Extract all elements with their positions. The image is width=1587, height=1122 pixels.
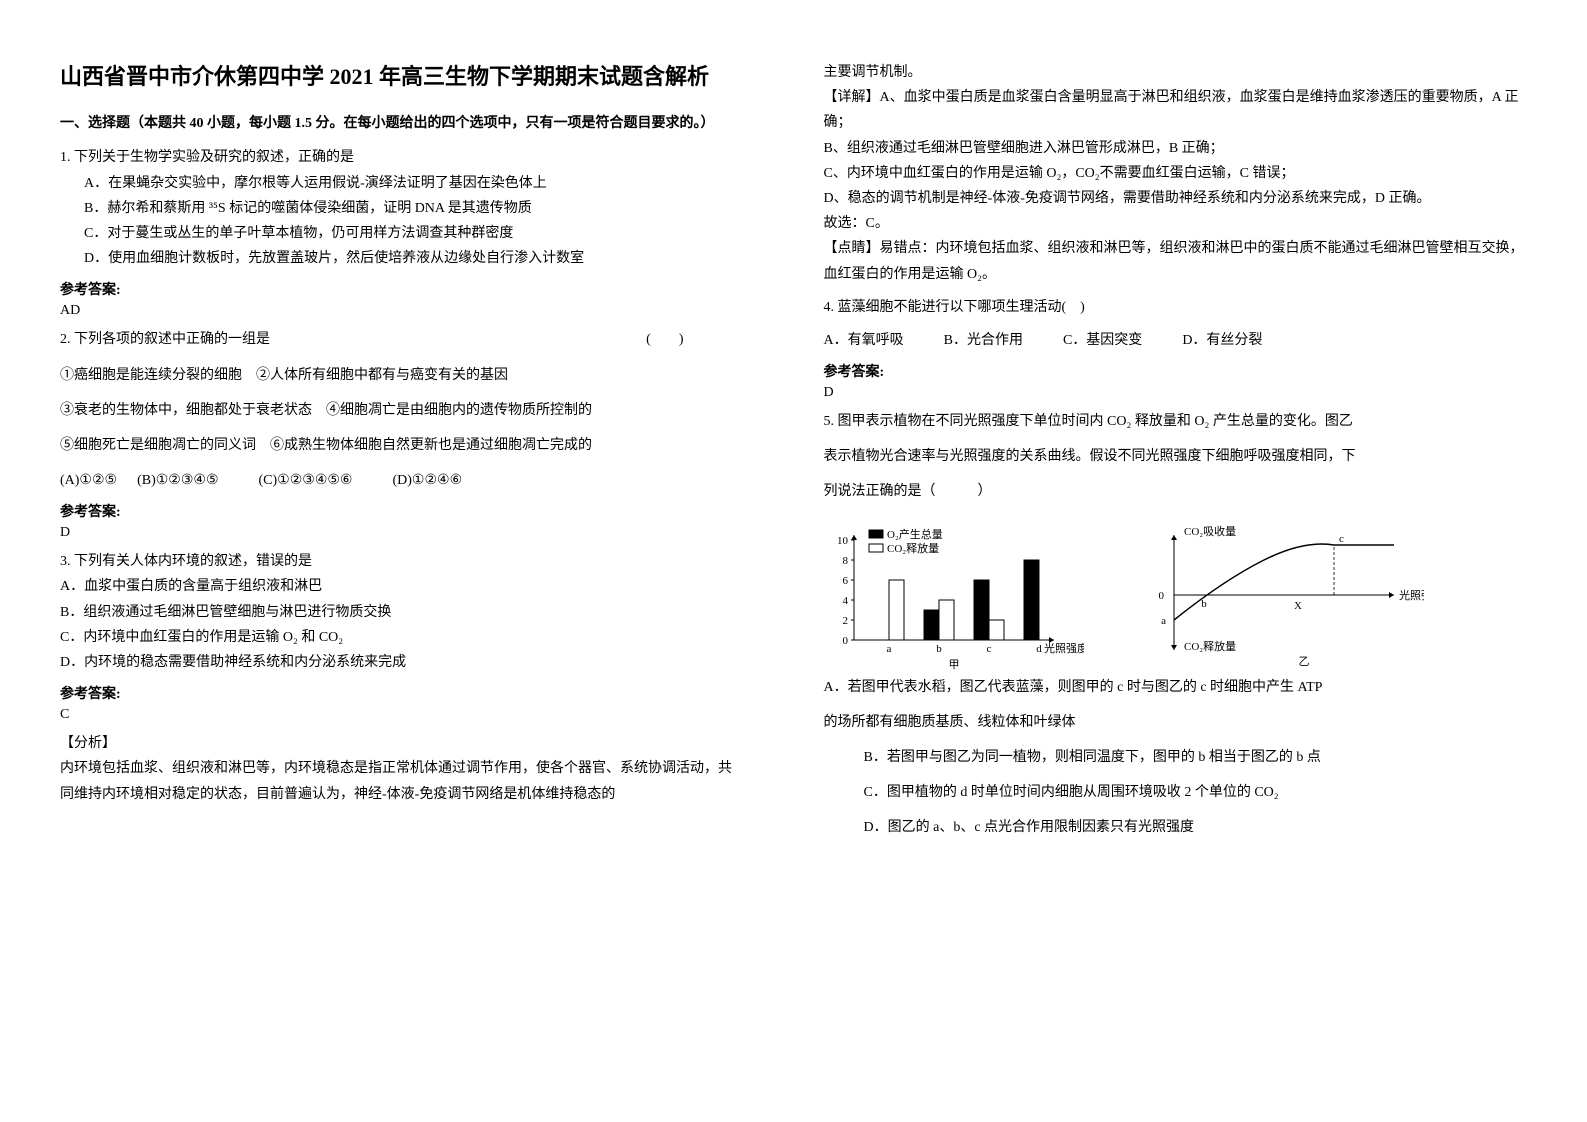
chart-container: 0246810abcd光照强度O₂产生总量CO₂释放量甲 abc0CO₂吸收量C…	[824, 520, 1528, 660]
svg-text:X: X	[1294, 600, 1302, 612]
q2-optD: (D)①②④⑥	[392, 468, 462, 493]
q3-continue: 主要调节机制。	[824, 60, 1528, 85]
q2-paren: ( )	[646, 327, 743, 352]
svg-text:b: b	[936, 643, 942, 655]
q2-stem: 2. 下列各项的叙述中正确的一组是	[60, 327, 270, 352]
svg-text:2: 2	[842, 615, 848, 627]
svg-text:10: 10	[837, 535, 849, 547]
svg-text:a: a	[886, 643, 891, 655]
right-column: 主要调节机制。 【详解】A、血浆中蛋白质是血浆蛋白含量明显高于淋巴和组织液，血浆…	[794, 0, 1587, 1122]
q3-point: 易错点：内环境包括血浆、组织液和淋巴等，组织液和淋巴中的蛋白质不能通过毛细淋巴管…	[824, 241, 1524, 281]
svg-text:a: a	[1161, 615, 1166, 627]
q3-choose: 故选：C。	[824, 211, 1528, 236]
page-title: 山西省晋中市介休第四中学 2021 年高三生物下学期期末试题含解析	[60, 60, 744, 93]
q3-detailC: C、内环境中血红蛋白的作用是运输 O₂，CO₂不需要血红蛋白运输，C 错误；	[824, 161, 1528, 186]
q4-optC: C．基因突变	[1063, 328, 1142, 353]
svg-text:光照强度: 光照强度	[1399, 588, 1424, 602]
q5-optB: B．若图甲与图乙为同一植物，则相同温度下，图甲的 b 相当于图乙的 b 点	[824, 745, 1528, 770]
question-2: 2. 下列各项的叙述中正确的一组是 ( ) ①癌细胞是能连续分裂的细胞 ②人体所…	[60, 327, 744, 493]
question-5: 5. 图甲表示植物在不同光照强度下单位时间内 CO₂ 释放量和 O₂ 产生总量的…	[824, 409, 1528, 505]
q3-optD: D．内环境的稳态需要借助神经系统和内分泌系统来完成	[60, 650, 744, 675]
q4-optD: D．有丝分裂	[1182, 328, 1262, 353]
q3-optA: A．血浆中蛋白质的含量高于组织液和淋巴	[60, 574, 744, 599]
q3-answer-label: 参考答案:	[60, 683, 744, 703]
q5-optD: D．图乙的 a、b、c 点光合作用限制因素只有光照强度	[824, 815, 1528, 840]
svg-text:b: b	[1201, 598, 1207, 610]
q1-optA: A．在果蝇杂交实验中，摩尔根等人运用假说-演绎法证明了基因在染色体上	[60, 171, 744, 196]
q2-answer-label: 参考答案:	[60, 501, 744, 521]
q5-stem2: 表示植物光合速率与光照强度的关系曲线。假设不同光照强度下细胞呼吸强度相同，下	[824, 444, 1528, 469]
svg-text:c: c	[1339, 533, 1344, 545]
svg-text:光照强度: 光照强度	[1044, 641, 1084, 655]
svg-text:4: 4	[842, 595, 848, 607]
q3-answer: C	[60, 707, 744, 723]
chart-jia: 0246810abcd光照强度O₂产生总量CO₂释放量甲	[824, 520, 1084, 660]
q2-answer: D	[60, 525, 744, 541]
q3-analysis-label: 【分析】	[60, 731, 744, 756]
question-3: 3. 下列有关人体内环境的叙述，错误的是 A．血浆中蛋白质的含量高于组织液和淋巴…	[60, 549, 744, 675]
q4-optA: A．有氧呼吸	[824, 328, 904, 353]
q5-stem3: 列说法正确的是（ ）	[824, 479, 1528, 504]
question-4: 4. 蓝藻细胞不能进行以下哪项生理活动( ) A．有氧呼吸 B．光合作用 C．基…	[824, 295, 1528, 353]
left-column: 山西省晋中市介休第四中学 2021 年高三生物下学期期末试题含解析 一、选择题（…	[0, 0, 794, 1122]
q4-answer: D	[824, 385, 1528, 401]
chart-yi-svg: a b c 0 CO₂吸收量 CO₂释放量 光照强度 X 乙	[1124, 520, 1424, 670]
q3-optB: B．组织液通过毛细淋巴管壁细胞与淋巴进行物质交换	[60, 600, 744, 625]
svg-text:c: c	[986, 643, 991, 655]
chart-yi: abc0CO₂吸收量CO₂释放量光照强度X乙	[1124, 520, 1404, 660]
q3-detailD: D、稳态的调节机制是神经-体液-免疫调节网络，需要借助神经系统和内分泌系统来完成…	[824, 186, 1528, 211]
svg-text:8: 8	[842, 555, 848, 567]
q2-optC: (C)①②③④⑤⑥	[259, 468, 353, 493]
svg-text:CO₂吸收量: CO₂吸收量	[1184, 524, 1236, 538]
q1-optC: C．对于蔓生或丛生的单子叶草本植物，仍可用样方法调查其种群密度	[60, 221, 744, 246]
q3-optC: C．内环境中血红蛋白的作用是运输 O₂ 和 CO₂	[60, 625, 744, 650]
q1-optD: D．使用血细胞计数板时，先放置盖玻片，然后使培养液从边缘处自行渗入计数室	[60, 246, 744, 271]
q1-answer-label: 参考答案:	[60, 279, 744, 299]
svg-text:d: d	[1036, 643, 1042, 655]
q5-optA2: 的场所都有细胞质基质、线粒体和叶绿体	[824, 710, 1528, 735]
q1-stem: 1. 下列关于生物学实验及研究的叙述，正确的是	[60, 145, 744, 170]
q1-answer: AD	[60, 303, 744, 319]
svg-text:0: 0	[842, 635, 848, 647]
q3-detail-label: 【详解】	[824, 90, 880, 105]
section-header: 一、选择题（本题共 40 小题，每小题 1.5 分。在每小题给出的四个选项中，只…	[60, 113, 744, 135]
q4-optB: B．光合作用	[944, 328, 1023, 353]
q4-answer-label: 参考答案:	[824, 361, 1528, 381]
q3-point-label: 【点睛】	[824, 241, 880, 256]
svg-text:CO₂释放量: CO₂释放量	[1184, 639, 1236, 653]
svg-text:CO₂释放量: CO₂释放量	[887, 541, 939, 555]
q3-detailA: A、血浆中蛋白质是血浆蛋白含量明显高于淋巴和组织液，血浆蛋白是维持血浆渗透压的重…	[824, 90, 1519, 130]
q2-optA: (A)①②⑤	[60, 468, 117, 493]
chart-jia-svg: 0 2 4 6 8 10 a b c d光照强度 O₂产生总量CO₂释放量甲	[824, 520, 1084, 670]
q2-optB: (B)①②③④⑤	[137, 468, 218, 493]
svg-text:乙: 乙	[1298, 655, 1309, 668]
q3-detailB: B、组织液通过毛细淋巴管壁细胞进入淋巴管形成淋巴，B 正确；	[824, 136, 1528, 161]
q5-optA: A．若图甲代表水稻，图乙代表蓝藻，则图甲的 c 时与图乙的 c 时细胞中产生 A…	[824, 675, 1528, 700]
svg-text:0: 0	[1158, 590, 1164, 602]
q2-line1: ①癌细胞是能连续分裂的细胞 ②人体所有细胞中都有与癌变有关的基因	[60, 363, 744, 388]
svg-text:甲: 甲	[948, 659, 959, 670]
q2-line3: ⑤细胞死亡是细胞凋亡的同义词 ⑥成熟生物体细胞自然更新也是通过细胞凋亡完成的	[60, 433, 744, 458]
q4-stem: 4. 蓝藻细胞不能进行以下哪项生理活动( )	[824, 295, 1528, 320]
q2-line2: ③衰老的生物体中，细胞都处于衰老状态 ④细胞凋亡是由细胞内的遗传物质所控制的	[60, 398, 744, 423]
q3-stem: 3. 下列有关人体内环境的叙述，错误的是	[60, 549, 744, 574]
q1-optB: B．赫尔希和蔡斯用 ³⁵S 标记的噬菌体侵染细菌，证明 DNA 是其遗传物质	[60, 196, 744, 221]
q5-optC: C．图甲植物的 d 时单位时间内细胞从周围环境吸收 2 个单位的 CO₂	[824, 780, 1528, 805]
question-1: 1. 下列关于生物学实验及研究的叙述，正确的是 A．在果蝇杂交实验中，摩尔根等人…	[60, 145, 744, 271]
q5-stem1: 5. 图甲表示植物在不同光照强度下单位时间内 CO₂ 释放量和 O₂ 产生总量的…	[824, 409, 1528, 434]
svg-text:O₂产生总量: O₂产生总量	[887, 527, 943, 541]
svg-text:6: 6	[842, 575, 848, 587]
q3-analysis: 内环境包括血浆、组织液和淋巴等，内环境稳态是指正常机体通过调节作用，使各个器官、…	[60, 756, 744, 806]
